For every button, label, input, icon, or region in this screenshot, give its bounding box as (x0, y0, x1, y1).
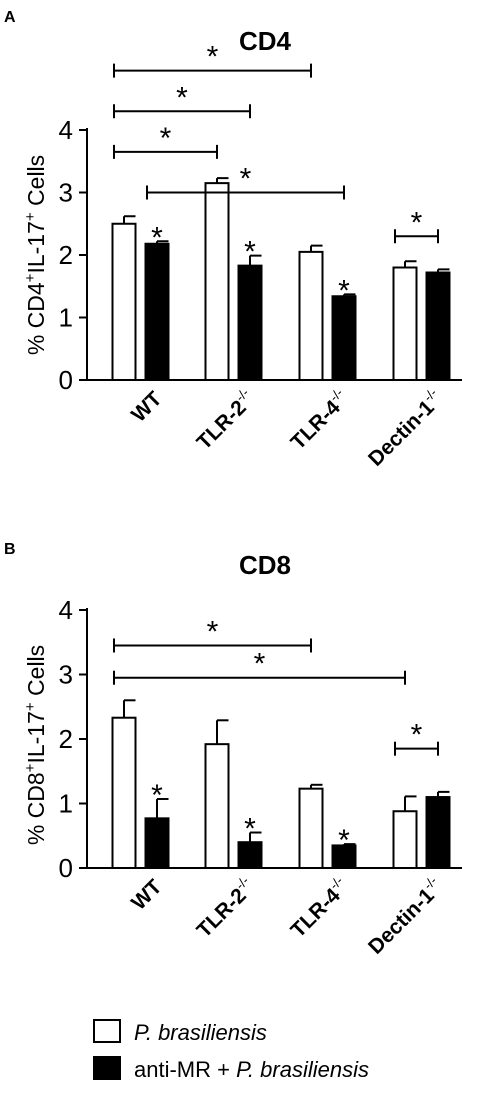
bar (144, 242, 170, 381)
y-tick-label: 3 (59, 178, 73, 208)
significance-star: * (151, 779, 163, 812)
bar (111, 222, 137, 381)
y-label-part: % CD4 (23, 282, 49, 355)
category-label: Dectin-1-/- (362, 873, 448, 959)
legend-swatch (93, 1056, 121, 1080)
y-label-part: Cells (23, 645, 49, 703)
y-tick-label: 1 (59, 303, 73, 333)
panel-letter: A (4, 9, 16, 26)
category-label: TLR-4-/- (284, 873, 353, 942)
y-tick-label: 4 (59, 595, 73, 625)
category-name: Dectin-1 (364, 884, 439, 959)
y-label-superscript: + (22, 702, 39, 711)
significance-star: * (151, 221, 163, 254)
y-label-superscript: + (22, 212, 39, 221)
bracket-star: * (240, 163, 252, 196)
legend-text-italic: P. brasiliensis (134, 1020, 267, 1045)
legend-swatch (93, 1019, 121, 1043)
y-label-superscript: + (22, 763, 39, 772)
bar (204, 743, 230, 869)
bar (425, 271, 451, 381)
legend-text-prefix: anti-MR + (134, 1057, 236, 1082)
category-label: TLR-2-/- (190, 873, 259, 942)
y-label-part: % CD8 (23, 772, 49, 845)
y-tick-label: 1 (59, 789, 73, 819)
y-label-part: IL-17 (23, 711, 49, 763)
bar (111, 716, 137, 870)
category-label: WT (127, 875, 166, 914)
legend-entry: P. brasiliensis (134, 1020, 267, 1045)
y-axis-label: % CD4+IL-17+ Cells (22, 155, 49, 355)
bracket-star: * (411, 206, 423, 239)
category-name: WT (127, 387, 166, 426)
bracket-star: * (254, 648, 266, 681)
legend-entry: anti-MR + P. brasiliensis (134, 1057, 369, 1082)
y-label-part: IL-17 (23, 221, 49, 273)
y-tick-label: 0 (59, 365, 73, 395)
bracket-star: * (207, 615, 219, 648)
significance-star: * (338, 274, 350, 307)
bar (425, 796, 451, 869)
bar (392, 266, 418, 381)
category-label: WT (127, 387, 166, 426)
bracket-star: * (207, 41, 219, 74)
y-tick-label: 2 (59, 240, 73, 270)
bar (204, 182, 230, 381)
chart-title: CD4 (239, 26, 292, 56)
category-label: TLR-4-/- (284, 385, 353, 454)
y-tick-label: 2 (59, 724, 73, 754)
bracket-star: * (411, 719, 423, 752)
bar (144, 817, 170, 870)
bar (298, 250, 324, 381)
category-label: Dectin-1-/- (362, 385, 448, 471)
category-label: TLR-2-/- (190, 385, 259, 454)
category-name: Dectin-1 (364, 396, 439, 471)
y-tick-label: 4 (59, 115, 73, 145)
y-label-superscript: + (22, 273, 39, 282)
bracket-star: * (176, 81, 188, 114)
y-axis-label: % CD8+IL-17+ Cells (22, 645, 49, 845)
category-name: WT (127, 875, 166, 914)
y-tick-label: 3 (59, 660, 73, 690)
significance-star: * (338, 824, 350, 857)
y-tick-label: 0 (59, 853, 73, 883)
legend-text-italic: P. brasiliensis (236, 1057, 369, 1082)
bar (331, 295, 357, 381)
bar (298, 787, 324, 869)
panel-letter: B (4, 541, 16, 558)
y-label-part: Cells (23, 155, 49, 213)
bracket-star: * (160, 122, 172, 155)
bar (392, 810, 418, 869)
bar (237, 841, 263, 870)
chart-title: CD8 (239, 550, 291, 580)
significance-star: * (244, 813, 256, 846)
significance-star: * (244, 236, 256, 269)
bar (237, 264, 263, 381)
